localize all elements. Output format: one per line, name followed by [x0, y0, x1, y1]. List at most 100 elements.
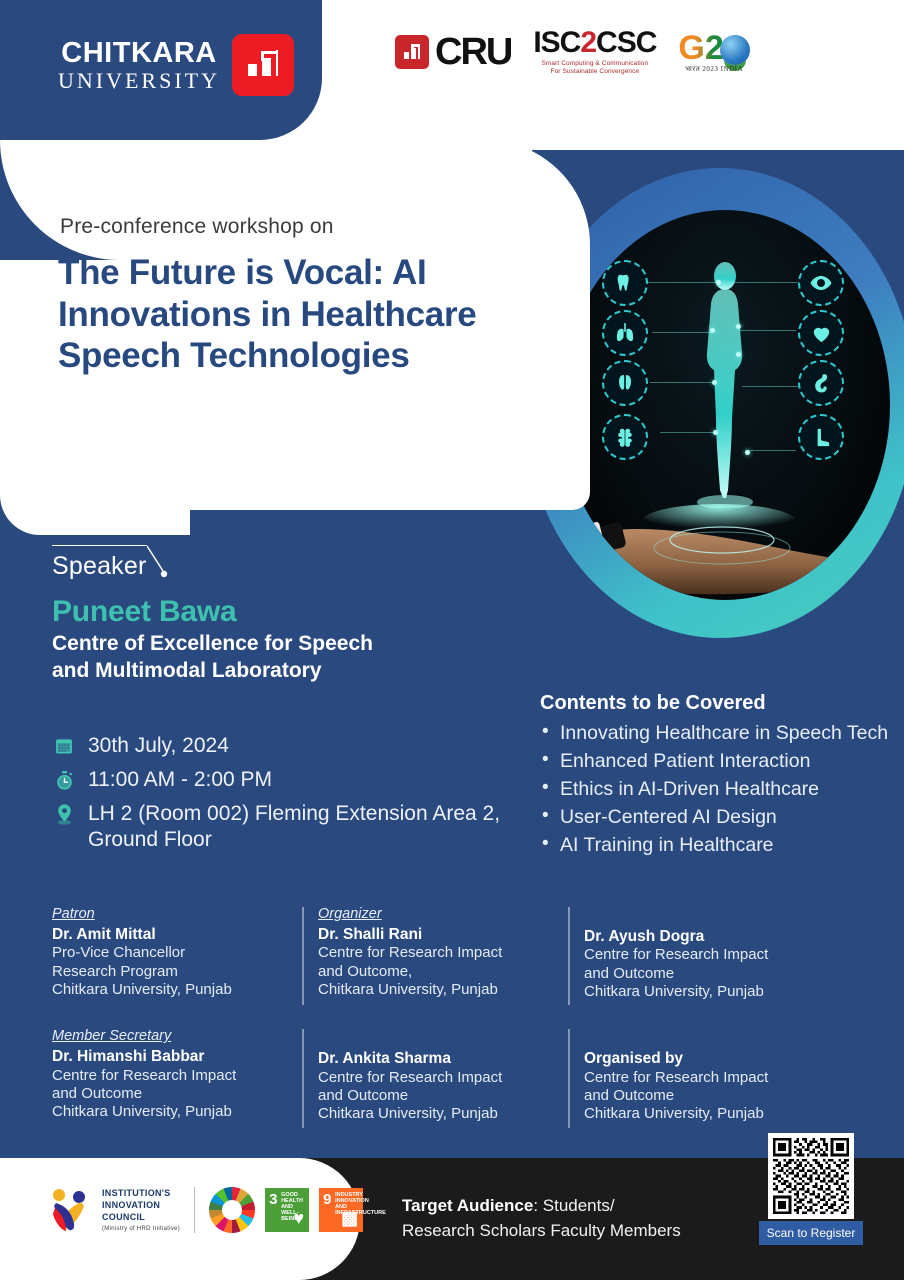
speaker-label-wrap: Speaker	[52, 545, 167, 581]
chitkara-name-line2: UNIVERSITY	[58, 67, 220, 93]
qr-register-block[interactable]: Scan to Register	[759, 1133, 863, 1245]
cubes-icon: ▩	[341, 1208, 359, 1229]
chitkara-university-logo: CHITKARA UNIVERSITY	[58, 34, 294, 96]
sdg-tile-3: 3 GOOD HEALTH AND WELL-BEING ♥	[265, 1188, 310, 1232]
credit-line: Centre for Research Impact	[318, 944, 503, 962]
sdg-title-line1: INDUSTRY INNOVATION	[335, 1192, 369, 1205]
list-item: AI Training in Healthcare	[540, 832, 890, 858]
list-item: Enhanced Patient Interaction	[540, 748, 890, 774]
speaker-label: Speaker	[52, 545, 147, 581]
credit-line: Chitkara University, Punjab	[318, 980, 498, 998]
credit-card-ayush-dogra: Dr. Ayush Dogra Centre for Research Impa…	[568, 905, 850, 1006]
credit-line: Pro-Vice Chancellor	[52, 944, 186, 962]
kidneys-icon	[602, 360, 648, 406]
credit-name: Dr. Ankita Sharma	[318, 1050, 451, 1068]
detail-row-location: LH 2 (Room 002) Fleming Extension Area 2…	[52, 801, 522, 853]
connector-line	[650, 382, 712, 383]
sdg-number: 3	[269, 1191, 278, 1208]
connector-line	[742, 386, 798, 387]
credit-line: Chitkara University, Punjab	[584, 982, 764, 1000]
sdg-title-line2: AND INFRASTRUCTURE	[335, 1204, 386, 1217]
credit-lines: Centre for Research Impact and Outcome C…	[584, 1069, 832, 1124]
hero-image	[560, 210, 890, 600]
credit-lines: Centre for Research Impact and Outcome C…	[52, 1067, 300, 1122]
location-pin-icon	[52, 801, 76, 827]
contents-list: Innovating Healthcare in Speech Tech Enh…	[540, 720, 890, 858]
credits-row: Member Secretary Dr. Himanshi Babbar Cen…	[52, 1027, 852, 1128]
hologram-node	[745, 450, 750, 455]
hologram-node	[716, 280, 721, 285]
speaker-pointer-icon	[146, 545, 167, 578]
credit-line: Centre for Research Impact	[584, 1068, 769, 1086]
footer-bar: INSTITUTION'S INNOVATION COUNCIL (Minist…	[0, 1158, 904, 1280]
connector-line	[738, 330, 796, 331]
contents-section: Contents to be Covered Innovating Health…	[540, 692, 890, 861]
chitkara-wordmark: CHITKARA UNIVERSITY	[58, 36, 220, 93]
qr-code-icon[interactable]	[768, 1133, 854, 1219]
tooth-icon	[602, 260, 648, 306]
credit-line: Chitkara University, Punjab	[52, 1103, 232, 1121]
detail-date-text: 30th July, 2024	[88, 734, 229, 757]
iic-line3: COUNCIL	[102, 1212, 146, 1223]
contents-heading: Contents to be Covered	[540, 692, 766, 714]
credit-card-organised-by: Organised by Centre for Research Impact …	[568, 1027, 850, 1128]
credits-row: Patron Dr. Amit Mittal Pro-Vice Chancell…	[52, 905, 852, 1006]
connector-line	[652, 332, 712, 333]
chitkara-signal-icon	[232, 34, 294, 96]
hologram-body-figure	[697, 262, 753, 508]
connector-line	[646, 282, 718, 283]
credit-line: and Outcome	[52, 1084, 143, 1102]
credit-line: Chitkara University, Punjab	[584, 1105, 764, 1123]
heartbeat-icon: ♥	[293, 1208, 305, 1229]
sdg-title-line1: GOOD HEALTH	[281, 1192, 303, 1205]
detail-row-date: 30th July, 2024	[52, 733, 522, 759]
credit-name: Dr. Ayush Dogra	[584, 928, 705, 945]
eyebrow-text: Pre-conference workshop on	[60, 215, 334, 238]
isc-superscript-2: 2	[580, 26, 597, 59]
speaker-block: Speaker Puneet Bawa Centre of Excellence…	[52, 545, 492, 685]
sdg-wheel-icon	[209, 1187, 256, 1233]
hologram-node	[736, 324, 741, 329]
credit-line: and Outcome	[318, 1086, 409, 1104]
target-audience-label: Target Audience	[402, 1196, 534, 1215]
cro-wordmark: CRU	[435, 31, 513, 74]
credit-lines: Centre for Research Impact and Outcome, …	[318, 944, 566, 999]
speaker-affiliation-line2: and Multimodal Laboratory	[52, 658, 322, 682]
bone-icon	[602, 414, 648, 460]
credit-role: Patron	[52, 906, 95, 922]
isccsc-tagline-line1: Smart Computing & Communication	[541, 60, 649, 67]
stopwatch-icon	[52, 767, 76, 793]
target-audience-value: : Students/	[533, 1196, 615, 1215]
sdg-tile-9: 9 INDUSTRY INNOVATION AND INFRASTRUCTURE…	[319, 1188, 386, 1232]
detail-row-time: 11:00 AM - 2:00 PM	[52, 767, 522, 793]
list-item: Ethics in AI-Driven Healthcare	[540, 776, 890, 802]
speaker-name: Puneet Bawa	[52, 595, 237, 628]
credit-line: Centre for Research Impact	[584, 946, 769, 964]
credit-card-ankita-sharma: Dr. Ankita Sharma Centre for Research Im…	[302, 1027, 584, 1128]
iic-line1: INSTITUTION'S	[102, 1187, 171, 1198]
sdg-title-line2: AND WELL-BEING	[281, 1204, 299, 1223]
heart-icon	[798, 310, 844, 356]
isc-part-a: ISC	[533, 26, 581, 59]
partner-logos: CRU ISC2CSC Smart Computing & Communicat…	[395, 28, 750, 76]
qr-label[interactable]: Scan to Register	[759, 1221, 863, 1245]
credit-line: Centre for Research Impact	[318, 1068, 503, 1086]
title-panel-top-notch	[0, 140, 140, 260]
g20-logo: G2 भारत 2023 INDIA	[678, 31, 750, 74]
credit-name: Dr. Amit Mittal	[52, 926, 156, 943]
eye-icon	[798, 260, 844, 306]
g20-tagline: भारत 2023 INDIA	[685, 64, 744, 73]
target-audience-line1: Target Audience: Students/	[402, 1194, 681, 1219]
chitkara-name-line1: CHITKARA	[61, 36, 217, 69]
isccsc-tagline-line2: For Sustainable Convergence	[550, 68, 640, 76]
isccsc-wordmark: ISC2CSC	[533, 26, 657, 59]
credit-line: Centre for Research Impact	[52, 1066, 237, 1084]
credit-role: Organizer	[318, 906, 382, 922]
credit-lines: Centre for Research Impact and Outcome C…	[318, 1069, 566, 1124]
open-hand-photo	[560, 504, 890, 595]
iic-logo-group: INSTITUTION'S INNOVATION COUNCIL (Minist…	[48, 1186, 386, 1234]
page-title: The Future is Vocal: AI Innovations in H…	[58, 253, 477, 376]
speaker-affiliation-line1: Centre of Excellence for Speech	[52, 632, 373, 655]
footer-divider	[194, 1187, 196, 1233]
iic-line2: INNOVATION	[102, 1199, 161, 1210]
